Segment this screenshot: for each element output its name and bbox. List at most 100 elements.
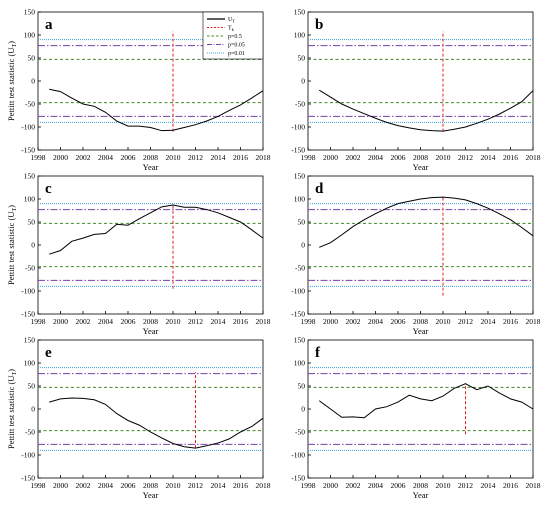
x-tick-label: 2002: [346, 317, 361, 326]
y-tick-label: 0: [301, 77, 305, 86]
x-tick-label: 2012: [458, 481, 473, 490]
y-tick-label: -50: [295, 264, 305, 273]
x-tick-label: 2004: [368, 481, 383, 490]
y-tick-label: 100: [294, 31, 306, 40]
plot-frame: [307, 175, 534, 315]
y-tick-label: -50: [295, 100, 305, 109]
y-tick-label: -150: [21, 310, 35, 319]
chart-panel-e: 1998 2000 2002 2004 2006 2008 2010 2012 2014 2016…: [6, 336, 271, 500]
legend-p05-label: p=0.5: [228, 34, 242, 40]
y-tick-label: 50: [28, 382, 36, 391]
x-axis-title: Year: [413, 490, 429, 500]
y-tick-label: -100: [21, 123, 35, 132]
x-tick-label: 2006: [121, 317, 136, 326]
x-tick-label: 2014: [481, 317, 496, 326]
y-tick-label: -150: [291, 146, 305, 155]
x-tick-label: 2006: [121, 153, 136, 162]
y-tick-label: 100: [294, 359, 306, 368]
y-tick-label: -100: [291, 451, 305, 460]
y-axis-title: Pettitt test statistic (UT): [6, 369, 18, 449]
x-tick-label: 1998: [31, 317, 46, 326]
x-tick-label: 1998: [301, 153, 316, 162]
x-tick-label: 2000: [323, 481, 338, 490]
x-tick-label: 2016: [233, 481, 248, 490]
x-tick-label: 2014: [211, 153, 226, 162]
y-tick-label: -150: [21, 146, 35, 155]
x-tick-label: 2012: [188, 153, 203, 162]
x-tick-label: 2008: [413, 317, 428, 326]
x-tick-label: 2012: [458, 317, 473, 326]
y-axis-title: Pettitt test statistic (UT): [6, 41, 18, 121]
panel-letter: c: [45, 181, 52, 197]
legend-p005-label: p=0.05: [228, 43, 245, 49]
y-tick-label: -100: [291, 123, 305, 132]
x-tick-label: 2004: [368, 153, 383, 162]
x-tick-label: 2018: [526, 481, 541, 490]
x-tick-label: 2008: [143, 153, 158, 162]
y-tick-label: -100: [21, 287, 35, 296]
x-tick-label: 2010: [436, 317, 451, 326]
chart-panel-d: 1998 2000 2002 2004 2006 2008 2010 2012 2014 2016…: [291, 172, 541, 336]
panel-letter: f: [315, 345, 321, 361]
y-tick-label: -50: [25, 100, 35, 109]
legend-tk-label: Tk: [228, 26, 235, 33]
y-tick-label: -50: [295, 428, 305, 437]
y-tick-label: -100: [21, 451, 35, 460]
x-tick-label: 2016: [233, 153, 248, 162]
x-tick-label: 2006: [391, 153, 406, 162]
legend: UT Tkp=0.5 p=0.05 p=0.01: [202, 11, 264, 60]
y-tick-label: 150: [294, 336, 306, 345]
y-tick-label: 50: [298, 54, 306, 63]
x-tick-label: 2006: [121, 481, 136, 490]
x-tick-label: 2012: [188, 481, 203, 490]
y-tick-label: 100: [24, 195, 36, 204]
y-tick-label: -150: [291, 474, 305, 483]
y-tick-label: 150: [294, 8, 306, 17]
chart-panel-c: 1998 2000 2002 2004 2006 2008 2010 2012 2014 2016…: [6, 172, 271, 336]
y-tick-label: 0: [301, 241, 305, 250]
x-tick-label: 1998: [301, 317, 316, 326]
x-tick-label: 2000: [323, 153, 338, 162]
legend-p001-label: p=0.01: [228, 51, 245, 57]
x-tick-label: 2004: [98, 481, 113, 490]
y-tick-label: 150: [24, 336, 36, 345]
x-tick-label: 1998: [301, 481, 316, 490]
chart-panel-b: 1998 2000 2002 2004 2006 2008 2010 2012 2014 2016…: [291, 8, 541, 172]
x-axis-title: Year: [143, 162, 159, 172]
x-tick-label: 2014: [211, 481, 226, 490]
y-tick-label: -150: [21, 474, 35, 483]
x-axis-title: Year: [143, 326, 159, 336]
x-tick-label: 2012: [458, 153, 473, 162]
legend-ut-label: UT: [228, 17, 235, 24]
x-tick-label: 2010: [166, 153, 181, 162]
x-tick-label: 1998: [31, 481, 46, 490]
y-tick-label: 100: [24, 31, 36, 40]
x-tick-label: 2002: [76, 317, 91, 326]
x-tick-label: 2010: [166, 481, 181, 490]
ut-series-line: [318, 383, 534, 419]
y-tick-label: 50: [28, 54, 36, 63]
x-tick-label: 2016: [503, 481, 518, 490]
x-tick-label: 2002: [346, 481, 361, 490]
y-tick-label: 0: [31, 241, 35, 250]
x-axis-title: Year: [413, 162, 429, 172]
y-tick-label: 0: [31, 77, 35, 86]
x-tick-label: 2000: [53, 481, 68, 490]
x-tick-label: 2008: [413, 481, 428, 490]
y-tick-label: 50: [28, 218, 36, 227]
x-tick-label: 2004: [98, 153, 113, 162]
y-tick-label: -150: [291, 310, 305, 319]
x-tick-label: 2016: [503, 317, 518, 326]
x-tick-label: 2010: [166, 317, 181, 326]
y-tick-label: -50: [25, 428, 35, 437]
x-tick-label: 2010: [436, 153, 451, 162]
x-tick-label: 2000: [53, 317, 68, 326]
plot-frame: [37, 175, 264, 315]
x-axis-title: Year: [413, 326, 429, 336]
panel-letter: b: [315, 17, 323, 33]
y-axis-title: Pettitt test statistic (UT): [6, 205, 18, 285]
x-tick-label: 2008: [143, 481, 158, 490]
plot-frame: [307, 339, 534, 479]
x-tick-label: 2000: [53, 153, 68, 162]
